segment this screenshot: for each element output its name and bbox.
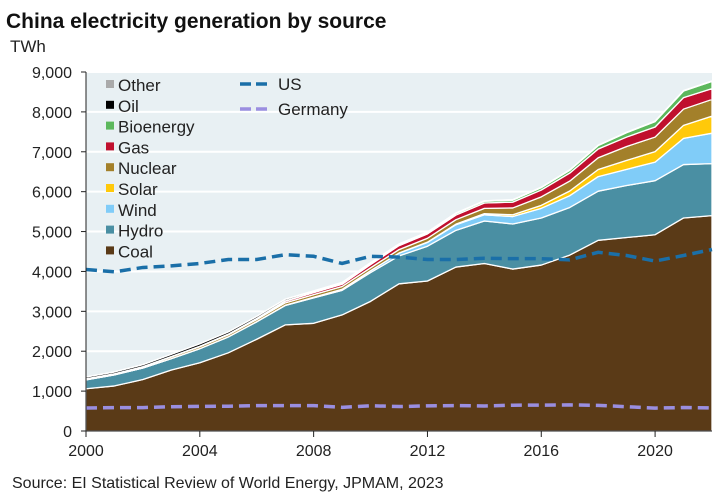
legend-swatch-other xyxy=(106,80,114,88)
legend-swatch-wind xyxy=(106,204,114,213)
legend-swatch-solar xyxy=(106,184,114,192)
legend-swatch-gas xyxy=(106,142,114,151)
legend-label-wind: Wind xyxy=(118,201,157,220)
line-us xyxy=(85,247,713,274)
legend-swatch-nuclear xyxy=(106,163,114,172)
x-tick-label: 2016 xyxy=(523,443,559,460)
legend-swatch-hydro xyxy=(106,225,114,234)
source-note: Source: EI Statistical Review of World E… xyxy=(12,475,444,492)
y-tick-label: 5,000 xyxy=(32,225,72,242)
y-axis-label: TWh xyxy=(10,37,46,56)
x-tick-label: 2008 xyxy=(296,443,332,460)
x-tick-label: 2020 xyxy=(637,443,673,460)
x-tick-label: 2000 xyxy=(68,443,104,460)
x-tick-label: 2012 xyxy=(410,443,446,460)
y-tick-label: 7,000 xyxy=(32,145,72,162)
y-tick-label: 3,000 xyxy=(32,304,72,321)
y-tick-label: 9,000 xyxy=(32,65,72,82)
legend-label-solar: Solar xyxy=(118,180,158,199)
legend-label-gas: Gas xyxy=(118,138,149,157)
legend-swatch-coal xyxy=(106,246,114,255)
legend-label-oil: Oil xyxy=(118,97,139,116)
x-tick-label: 2004 xyxy=(182,443,218,460)
legend-label-other: Other xyxy=(118,76,161,95)
area-other xyxy=(85,80,713,378)
y-tick-label: 0 xyxy=(63,424,72,441)
legend-label-bioenergy: Bioenergy xyxy=(118,118,195,137)
legend-label-germany: Germany xyxy=(278,100,348,119)
legend-label-hydro: Hydro xyxy=(118,222,163,241)
y-tick-label: 1,000 xyxy=(32,384,72,401)
chart-title: China electricity generation by source xyxy=(6,10,386,33)
y-tick-label: 8,000 xyxy=(32,105,72,122)
legend-label-nuclear: Nuclear xyxy=(118,159,177,178)
legend-swatch-oil xyxy=(106,100,114,109)
legend-label-us: US xyxy=(278,75,302,94)
y-tick-label: 2,000 xyxy=(32,344,72,361)
line-germany xyxy=(85,403,713,410)
legend-swatch-bioenergy xyxy=(106,121,114,130)
y-tick-label: 4,000 xyxy=(32,264,72,281)
y-tick-label: 6,000 xyxy=(32,185,72,202)
legend-label-coal: Coal xyxy=(118,242,153,261)
